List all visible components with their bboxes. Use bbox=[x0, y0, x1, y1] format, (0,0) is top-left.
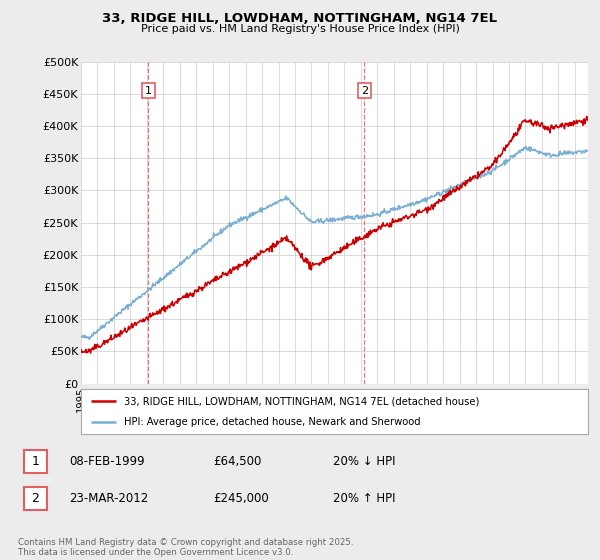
Text: £245,000: £245,000 bbox=[213, 492, 269, 505]
Text: 1: 1 bbox=[31, 455, 40, 468]
Text: HPI: Average price, detached house, Newark and Sherwood: HPI: Average price, detached house, Newa… bbox=[124, 417, 421, 427]
Text: 08-FEB-1999: 08-FEB-1999 bbox=[69, 455, 145, 468]
Text: 33, RIDGE HILL, LOWDHAM, NOTTINGHAM, NG14 7EL: 33, RIDGE HILL, LOWDHAM, NOTTINGHAM, NG1… bbox=[103, 12, 497, 25]
Text: 2: 2 bbox=[31, 492, 40, 505]
Text: 20% ↓ HPI: 20% ↓ HPI bbox=[333, 455, 395, 468]
Text: £64,500: £64,500 bbox=[213, 455, 262, 468]
Text: 33, RIDGE HILL, LOWDHAM, NOTTINGHAM, NG14 7EL (detached house): 33, RIDGE HILL, LOWDHAM, NOTTINGHAM, NG1… bbox=[124, 396, 479, 407]
Text: Price paid vs. HM Land Registry's House Price Index (HPI): Price paid vs. HM Land Registry's House … bbox=[140, 24, 460, 34]
Text: 1: 1 bbox=[145, 86, 152, 96]
Text: 23-MAR-2012: 23-MAR-2012 bbox=[69, 492, 148, 505]
Text: Contains HM Land Registry data © Crown copyright and database right 2025.
This d: Contains HM Land Registry data © Crown c… bbox=[18, 538, 353, 557]
Text: 2: 2 bbox=[361, 86, 368, 96]
Text: 20% ↑ HPI: 20% ↑ HPI bbox=[333, 492, 395, 505]
